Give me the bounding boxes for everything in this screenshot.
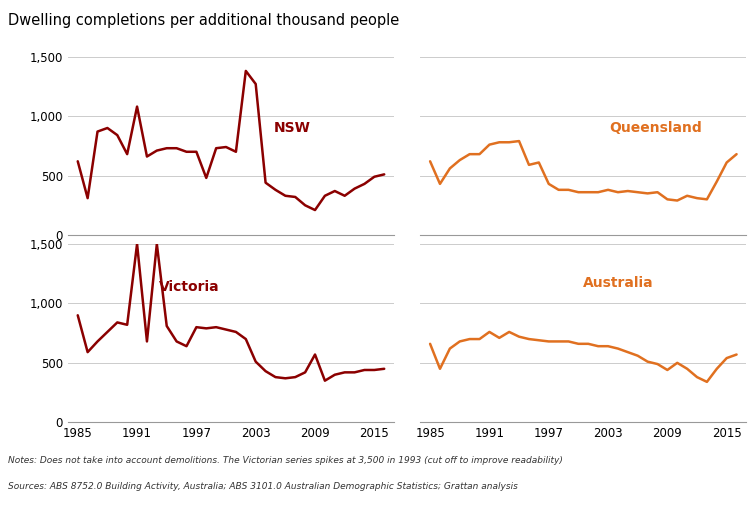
Text: Dwelling completions per additional thousand people: Dwelling completions per additional thou… [8,13,399,28]
Text: Sources: ABS 8752.0 Building Activity, Australia; ABS 3101.0 Australian Demograp: Sources: ABS 8752.0 Building Activity, A… [8,482,517,490]
Text: NSW: NSW [274,121,311,135]
Text: Victoria: Victoria [159,280,220,294]
Text: Australia: Australia [584,276,654,290]
Text: Notes: Does not take into account demolitions. The Victorian series spikes at 3,: Notes: Does not take into account demoli… [8,456,562,465]
Text: Queensland: Queensland [609,121,702,135]
